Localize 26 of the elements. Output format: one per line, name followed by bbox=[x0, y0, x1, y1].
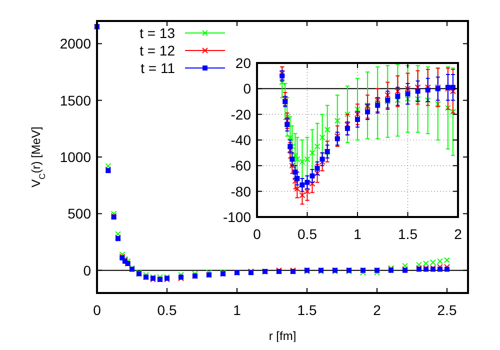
y-tick-label: 1500 bbox=[60, 92, 92, 108]
x-tick-label: 2.5 bbox=[437, 302, 457, 318]
x-tick-label: 1 bbox=[233, 302, 242, 318]
x-tick-label: 2 bbox=[454, 226, 462, 242]
y-tick-label: 1000 bbox=[60, 149, 92, 165]
x-tick-label: 1.5 bbox=[398, 226, 418, 242]
x-tick-label: 0.5 bbox=[157, 302, 177, 318]
legend-label: t = 11 bbox=[140, 60, 176, 76]
y-tick-label: 2000 bbox=[60, 36, 92, 52]
x-tick-label: 2 bbox=[373, 302, 382, 318]
y-tick-label: -40 bbox=[230, 132, 252, 148]
y-tick-label: -20 bbox=[230, 106, 252, 122]
x-tick-label: 1.5 bbox=[297, 302, 317, 318]
y-tick-label: 0 bbox=[83, 262, 92, 278]
y-tick-label: -60 bbox=[230, 158, 252, 174]
x-tick-label: 0 bbox=[93, 302, 102, 318]
x-tick-label: 0.5 bbox=[298, 226, 318, 242]
y-tick-label: -100 bbox=[222, 209, 252, 225]
x-tick-label: 1 bbox=[354, 226, 362, 242]
y-tick-label: 20 bbox=[235, 55, 252, 71]
y-tick-label: 500 bbox=[68, 206, 92, 222]
legend-label: t = 13 bbox=[140, 25, 176, 41]
x-tick-label: 0 bbox=[253, 226, 262, 242]
y-tick-label: 0 bbox=[243, 80, 252, 97]
y-tick-label: -80 bbox=[230, 183, 252, 200]
legend-label: t = 12 bbox=[140, 42, 176, 58]
